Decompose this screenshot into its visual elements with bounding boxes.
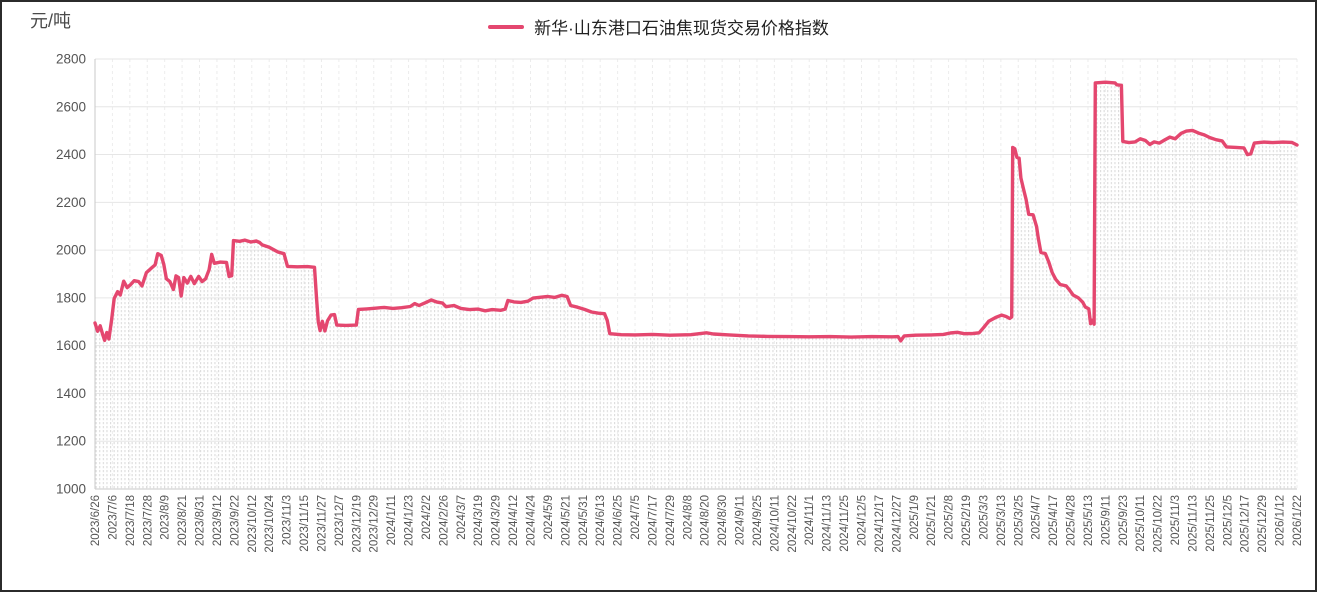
- svg-text:2023/8/9: 2023/8/9: [160, 495, 172, 540]
- svg-text:2025/3/3: 2025/3/3: [978, 495, 990, 540]
- svg-text:2023/7/18: 2023/7/18: [125, 495, 137, 546]
- svg-text:2025/9/11: 2025/9/11: [1100, 495, 1112, 545]
- svg-text:2024/9/25: 2024/9/25: [752, 495, 764, 546]
- svg-text:2025/12/5: 2025/12/5: [1222, 495, 1234, 546]
- svg-text:2023/7/28: 2023/7/28: [142, 495, 154, 546]
- svg-text:2025/3/25: 2025/3/25: [1013, 495, 1025, 546]
- svg-text:2024/9/11: 2024/9/11: [735, 495, 747, 545]
- svg-text:2800: 2800: [56, 52, 86, 67]
- svg-text:2023/9/22: 2023/9/22: [229, 495, 241, 546]
- svg-text:2600: 2600: [56, 99, 86, 114]
- svg-text:2023/11/3: 2023/11/3: [282, 495, 294, 545]
- svg-text:2000: 2000: [56, 243, 86, 258]
- svg-text:2025/11/25: 2025/11/25: [1205, 495, 1217, 552]
- svg-text:2024/8/8: 2024/8/8: [682, 495, 694, 540]
- svg-text:2024/7/5: 2024/7/5: [630, 495, 642, 540]
- svg-text:2024/11/13: 2024/11/13: [822, 495, 834, 552]
- svg-text:2024/3/29: 2024/3/29: [491, 495, 503, 546]
- svg-text:1200: 1200: [56, 434, 86, 449]
- svg-text:2023/6/26: 2023/6/26: [90, 495, 102, 546]
- svg-text:2025/10/22: 2025/10/22: [1153, 495, 1165, 553]
- svg-text:2023/10/12: 2023/10/12: [247, 495, 259, 553]
- svg-text:2024/6/25: 2024/6/25: [613, 495, 625, 546]
- svg-text:2025/2/19: 2025/2/19: [961, 495, 973, 546]
- svg-text:1400: 1400: [56, 386, 86, 401]
- svg-text:2024/4/12: 2024/4/12: [508, 495, 520, 546]
- svg-text:2024/6/13: 2024/6/13: [595, 495, 607, 546]
- series-line: [93, 80, 1299, 343]
- svg-text:2025/1/21: 2025/1/21: [926, 495, 938, 546]
- legend-label: 新华·山东港口石油焦现货交易价格指数: [534, 19, 829, 38]
- svg-text:2024/11/25: 2024/11/25: [839, 495, 851, 552]
- svg-text:2025/12/17: 2025/12/17: [1240, 495, 1252, 553]
- svg-text:2024/12/27: 2024/12/27: [891, 495, 903, 553]
- svg-text:2023/11/27: 2023/11/27: [316, 495, 328, 552]
- svg-text:2024/8/20: 2024/8/20: [700, 495, 712, 546]
- svg-text:1600: 1600: [56, 338, 86, 353]
- svg-text:2024/8/30: 2024/8/30: [717, 495, 729, 546]
- svg-text:2024/1/23: 2024/1/23: [404, 495, 416, 546]
- svg-text:2025/4/28: 2025/4/28: [1066, 495, 1078, 546]
- svg-text:2025/12/29: 2025/12/29: [1257, 495, 1269, 553]
- svg-text:2025/10/11: 2025/10/11: [1135, 495, 1147, 552]
- svg-text:2024/3/19: 2024/3/19: [473, 495, 485, 546]
- svg-text:2024/7/17: 2024/7/17: [647, 495, 659, 546]
- svg-text:2024/2/26: 2024/2/26: [438, 495, 450, 546]
- svg-text:2023/8/31: 2023/8/31: [195, 495, 207, 546]
- svg-text:2024/10/11: 2024/10/11: [769, 495, 781, 552]
- svg-text:2024/12/17: 2024/12/17: [874, 495, 886, 553]
- y-axis-tick-labels: 1000 1200 1400 1600 1800 2000 2200 2400 2600 2800: [56, 52, 86, 497]
- svg-text:2026/1/22: 2026/1/22: [1292, 495, 1304, 546]
- svg-text:2024/2/2: 2024/2/2: [421, 495, 433, 540]
- svg-text:2400: 2400: [56, 147, 86, 162]
- svg-text:2025/11/13: 2025/11/13: [1187, 495, 1199, 552]
- svg-text:2025/3/13: 2025/3/13: [996, 495, 1008, 546]
- svg-text:2023/12/29: 2023/12/29: [369, 495, 381, 553]
- y-axis-unit-label: 元/吨: [30, 11, 72, 31]
- svg-text:2025/11/3: 2025/11/3: [1170, 495, 1182, 545]
- svg-text:2023/8/21: 2023/8/21: [177, 495, 189, 546]
- svg-text:2024/4/24: 2024/4/24: [526, 494, 538, 546]
- svg-text:2025/4/7: 2025/4/7: [1031, 495, 1043, 540]
- svg-text:2200: 2200: [56, 195, 86, 210]
- svg-text:2024/5/31: 2024/5/31: [578, 495, 590, 546]
- svg-text:2024/1/11: 2024/1/11: [386, 495, 398, 545]
- svg-text:2023/12/7: 2023/12/7: [334, 495, 346, 546]
- svg-text:2025/2/8: 2025/2/8: [944, 495, 956, 540]
- svg-text:2024/5/9: 2024/5/9: [543, 495, 555, 540]
- legend-line-marker: [488, 24, 525, 29]
- svg-text:2024/11/1: 2024/11/1: [804, 495, 816, 545]
- svg-text:2025/5/13: 2025/5/13: [1083, 495, 1095, 546]
- svg-text:2023/11/15: 2023/11/15: [299, 495, 311, 552]
- svg-text:2024/7/29: 2024/7/29: [665, 495, 677, 546]
- svg-text:2024/3/7: 2024/3/7: [456, 495, 468, 540]
- x-axis-tick-labels: 2023/6/26 2023/7/6 2023/7/18 2023/7/28 2023/…: [90, 494, 1304, 552]
- svg-text:2024/10/22: 2024/10/22: [787, 495, 799, 553]
- svg-text:2025/4/17: 2025/4/17: [1048, 495, 1060, 546]
- legend-item[interactable]: 新华·山东港口石油焦现货交易价格指数: [2, 14, 1315, 39]
- series-area-fill: [95, 82, 1297, 489]
- svg-text:2023/7/6: 2023/7/6: [107, 495, 119, 540]
- svg-text:2023/9/12: 2023/9/12: [212, 495, 224, 546]
- svg-text:2026/1/12: 2026/1/12: [1275, 495, 1287, 546]
- svg-text:1000: 1000: [56, 482, 86, 497]
- svg-text:2024/12/5: 2024/12/5: [856, 495, 868, 546]
- svg-text:1800: 1800: [56, 290, 86, 305]
- svg-text:2023/12/19: 2023/12/19: [351, 495, 363, 553]
- svg-text:2025/9/23: 2025/9/23: [1118, 495, 1130, 546]
- svg-text:2024/5/21: 2024/5/21: [560, 495, 572, 546]
- svg-text:2025/1/9: 2025/1/9: [909, 495, 921, 540]
- svg-text:2023/10/24: 2023/10/24: [264, 494, 276, 552]
